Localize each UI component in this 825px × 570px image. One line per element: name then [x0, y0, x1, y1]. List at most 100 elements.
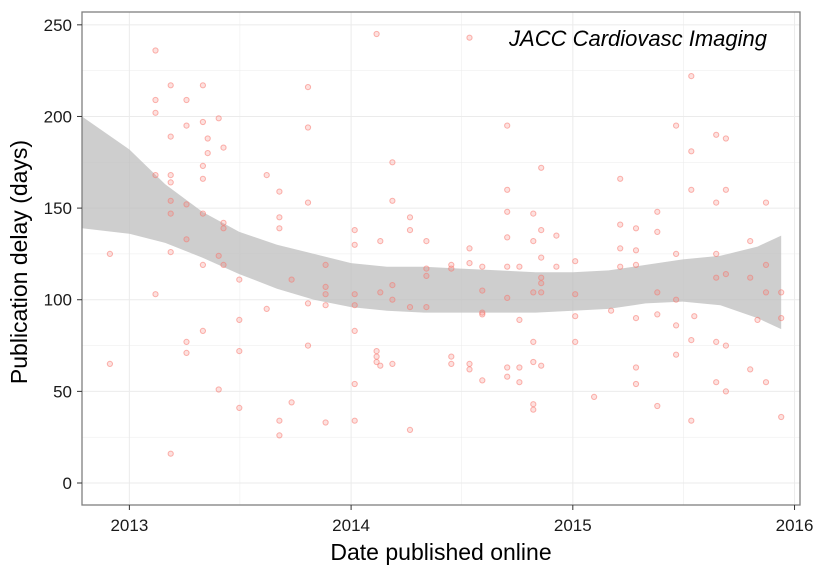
data-point — [215, 252, 222, 259]
data-point — [504, 263, 511, 270]
data-point — [617, 175, 624, 182]
data-point — [389, 296, 396, 303]
data-point — [538, 274, 545, 281]
data-point — [183, 122, 190, 129]
data-point — [406, 304, 414, 311]
data-point — [167, 197, 174, 204]
data-point — [152, 291, 159, 298]
data-point — [504, 294, 511, 301]
data-point — [276, 214, 283, 221]
data-point — [466, 34, 473, 41]
data-point — [673, 296, 680, 303]
data-point — [530, 358, 537, 366]
data-point — [479, 377, 486, 384]
data-point — [722, 186, 730, 193]
data-point — [183, 338, 190, 345]
data-point — [688, 417, 695, 424]
data-point — [608, 307, 615, 314]
y-tick-label: 100 — [44, 291, 72, 310]
data-point — [538, 254, 545, 261]
data-point — [654, 289, 661, 296]
x-tick-label: 2013 — [110, 516, 148, 535]
y-tick-label: 50 — [53, 382, 72, 401]
data-point — [106, 360, 114, 367]
data-point — [713, 131, 720, 138]
data-point — [377, 362, 384, 369]
data-point — [479, 311, 486, 318]
data-point — [632, 315, 640, 322]
data-point — [448, 360, 455, 367]
data-point — [722, 135, 730, 142]
data-point — [688, 186, 695, 193]
data-point — [688, 148, 695, 155]
data-point — [351, 291, 358, 298]
data-point — [516, 316, 523, 323]
data-point — [167, 82, 174, 89]
data-point — [673, 351, 680, 358]
x-tick-label: 2016 — [776, 516, 814, 535]
data-point — [530, 210, 537, 217]
data-point — [572, 258, 579, 265]
data-point — [199, 210, 206, 217]
data-point — [322, 261, 329, 268]
y-tick-label: 150 — [44, 199, 72, 218]
data-point — [617, 263, 624, 270]
data-point — [167, 210, 174, 217]
data-point — [304, 84, 312, 91]
data-point — [762, 289, 770, 296]
data-point — [406, 227, 414, 234]
data-point — [466, 245, 473, 252]
data-point — [423, 238, 430, 245]
data-point — [423, 304, 430, 311]
data-point — [236, 276, 243, 283]
data-point — [448, 353, 455, 360]
data-point — [276, 188, 283, 195]
grid-lines — [82, 12, 800, 505]
plot-border — [81, 11, 801, 506]
data-point — [654, 311, 661, 318]
data-point — [304, 342, 312, 349]
data-point — [530, 406, 537, 413]
data-point — [538, 164, 545, 171]
data-point — [276, 225, 283, 232]
data-point — [479, 309, 486, 316]
data-point — [448, 265, 455, 272]
data-point — [152, 172, 159, 179]
data-point — [199, 261, 206, 268]
data-point — [516, 364, 523, 371]
data-point — [530, 401, 537, 408]
data-point — [747, 366, 754, 373]
data-point — [530, 338, 537, 345]
data-point — [778, 413, 785, 421]
data-point — [504, 208, 511, 215]
data-point — [236, 316, 243, 323]
data-point — [617, 245, 624, 252]
data-point — [466, 366, 473, 373]
data-point — [530, 289, 537, 296]
data-point — [351, 327, 358, 334]
data-point — [713, 379, 720, 386]
data-point — [713, 274, 720, 281]
data-point — [632, 380, 640, 388]
data-point — [322, 302, 329, 309]
confidence-band — [82, 116, 782, 330]
data-point — [215, 115, 222, 122]
data-point — [183, 236, 190, 243]
x-axis-title: Date published online — [330, 539, 551, 565]
data-point — [373, 353, 380, 360]
data-point — [778, 315, 785, 322]
data-point — [373, 30, 380, 38]
data-point — [479, 263, 486, 270]
data-point — [351, 227, 358, 234]
data-point — [466, 260, 473, 267]
data-point — [504, 186, 511, 193]
data-point — [722, 342, 730, 349]
data-point — [351, 380, 358, 388]
data-point — [322, 291, 329, 298]
data-point — [504, 373, 511, 380]
data-point — [322, 419, 329, 426]
data-point — [632, 261, 640, 268]
data-point — [389, 360, 396, 367]
data-point — [199, 118, 206, 126]
data-point — [406, 214, 414, 221]
